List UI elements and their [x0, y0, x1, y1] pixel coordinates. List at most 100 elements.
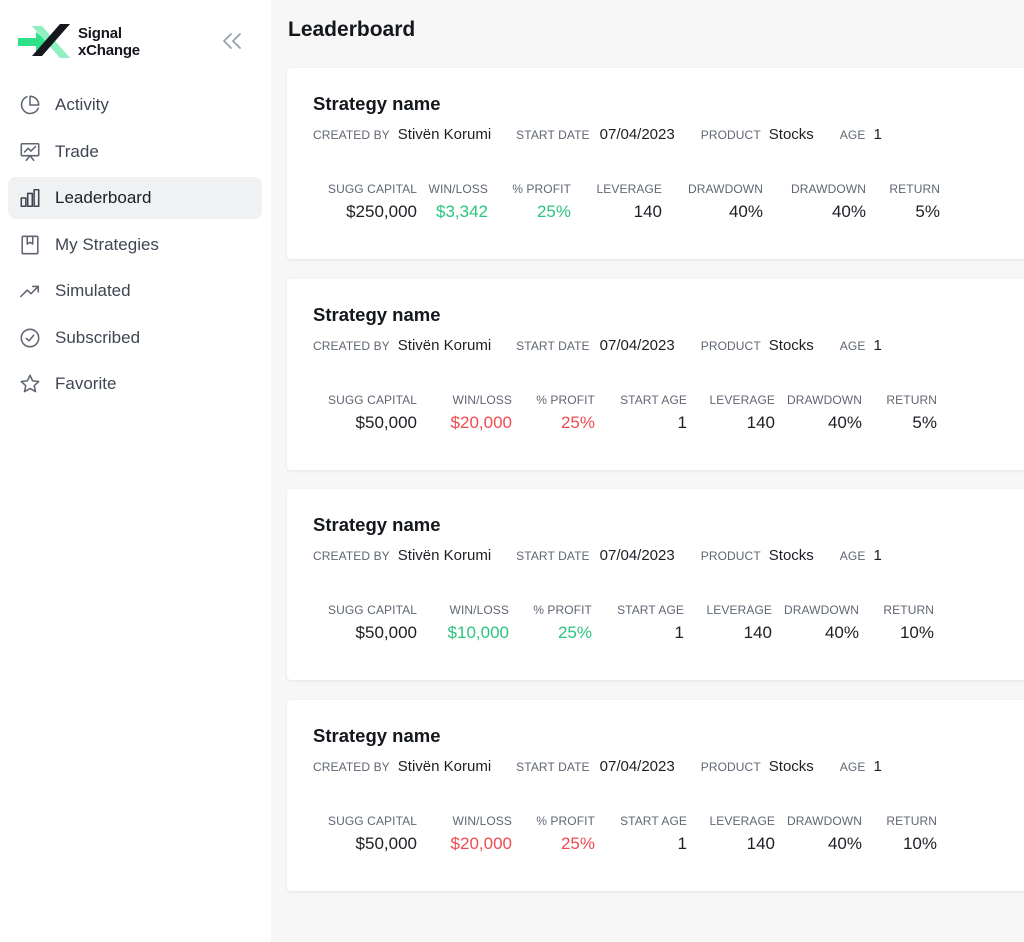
stat-return: RETURN 5% — [886, 393, 937, 433]
stat-label: DRAWDOWN — [790, 182, 866, 196]
stat-start-age: START AGE 1 — [617, 603, 684, 643]
created-by-label: CREATED BY — [313, 128, 390, 142]
star-icon — [18, 372, 42, 396]
stat-profit: % PROFIT 25% — [512, 182, 571, 222]
bookmark-book-icon — [18, 233, 42, 257]
start-date-value: 07/04/2023 — [599, 757, 675, 775]
stat-profit: % PROFIT 25% — [536, 814, 595, 854]
strategy-stats: SUGG CAPITAL $50,000 WIN/LOSS $10,000 % … — [287, 603, 1024, 663]
start-date-label: START DATE — [516, 549, 590, 563]
strategy-card[interactable]: Strategy name CREATED BY Stivën Korumi S… — [287, 278, 1024, 470]
stat-value: 40% — [827, 833, 862, 853]
brand-logo[interactable]: Signal xChange — [16, 20, 140, 64]
stat-label: % PROFIT — [512, 182, 571, 196]
strategy-card[interactable]: Strategy name CREATED BY Stivën Korumi S… — [287, 699, 1024, 891]
stat-label: WIN/LOSS — [449, 603, 509, 617]
stat-value: 10% — [899, 623, 934, 642]
stat-label: LEVERAGE — [709, 813, 775, 828]
stat-label: WIN/LOSS — [428, 182, 488, 196]
start-date-label: START DATE — [516, 338, 590, 353]
stat-return: RETURN 5% — [889, 182, 940, 222]
stat-leverage: LEVERAGE 140 — [707, 603, 773, 643]
age-label: AGE — [839, 128, 866, 142]
created-by-value[interactable]: Stivën Korumi — [397, 336, 492, 354]
stat-label: DRAWDOWN — [687, 182, 763, 196]
sidebar-item-my-strategies[interactable]: My Strategies — [8, 224, 262, 266]
created-by-value[interactable]: Stivën Korumi — [397, 126, 492, 143]
strategy-card[interactable]: Strategy name CREATED BY Stivën Korumi S… — [287, 489, 1024, 680]
start-date-label: START DATE — [516, 759, 590, 774]
stat-value: 140 — [746, 412, 775, 432]
strategy-meta: CREATED BY Stivën Korumi START DATE 07/0… — [313, 547, 882, 564]
stat-label: % PROFIT — [536, 813, 595, 828]
strategy-name: Strategy name — [313, 303, 441, 325]
sidebar-item-label: Trade — [55, 141, 99, 161]
stat-win-loss: WIN/LOSS $10,000 — [448, 603, 509, 643]
product-label: PRODUCT — [700, 759, 761, 774]
stat-label: SUGG CAPITAL — [328, 182, 417, 196]
stat-label: WIN/LOSS — [452, 392, 512, 407]
stat-return: RETURN 10% — [886, 814, 937, 854]
age-value: 1 — [873, 336, 882, 354]
sidebar-item-subscribed[interactable]: Subscribed — [8, 317, 262, 359]
stat-start-age: START AGE 1 — [620, 814, 687, 854]
stat-value: 40% — [824, 623, 859, 642]
product-label: PRODUCT — [700, 128, 761, 142]
stat-value: $50,000 — [355, 412, 417, 432]
stat-value: 140 — [633, 202, 662, 221]
stat-drawdown: DRAWDOWN 40% — [791, 182, 866, 222]
created-by-value[interactable]: Stivën Korumi — [397, 757, 492, 775]
product-label: PRODUCT — [700, 338, 761, 353]
sidebar-item-label: Favorite — [55, 374, 117, 393]
stat-value: $50,000 — [355, 833, 417, 853]
sidebar-item-label: Leaderboard — [55, 188, 152, 207]
sidebar-item-simulated[interactable]: Simulated — [8, 270, 262, 312]
sidebar-item-activity[interactable]: Activity — [8, 84, 262, 126]
stat-label: SUGG CAPITAL — [328, 603, 417, 617]
stat-profit: % PROFIT 25% — [533, 603, 592, 643]
stat-value: 25% — [536, 202, 571, 221]
stat-value: 25% — [557, 623, 592, 642]
stat-value: 1 — [674, 623, 684, 642]
stat-label: DRAWDOWN — [783, 603, 859, 617]
stat-sugg-capital: SUGG CAPITAL $50,000 — [328, 393, 417, 433]
bar-chart-icon — [18, 186, 42, 210]
presentation-chart-icon — [18, 140, 42, 164]
strategy-stats: SUGG CAPITAL $250,000 WIN/LOSS $3,342 % … — [287, 182, 1024, 242]
stat-label: START AGE — [617, 603, 684, 617]
stat-value: 40% — [827, 412, 862, 432]
strategy-card[interactable]: Strategy name CREATED BY Stivën Korumi S… — [287, 68, 1024, 259]
product-value: Stocks — [768, 126, 814, 143]
strategy-name: Strategy name — [313, 514, 441, 535]
collapse-sidebar-button[interactable] — [219, 30, 245, 56]
stat-drawdown: DRAWDOWN 40% — [787, 393, 862, 433]
age-label: AGE — [839, 549, 866, 563]
stat-value: 140 — [743, 623, 772, 642]
page-title: Leaderboard — [288, 18, 416, 41]
stat-value: 5% — [912, 412, 937, 432]
product-value: Stocks — [768, 757, 814, 775]
sidebar-item-leaderboard[interactable]: Leaderboard — [8, 177, 262, 219]
stat-label: WIN/LOSS — [452, 813, 512, 828]
brand-name: Signal xChange — [78, 25, 140, 59]
stat-sugg-capital: SUGG CAPITAL $50,000 — [328, 603, 417, 643]
stat-label: SUGG CAPITAL — [328, 392, 417, 407]
sidebar: Signal xChange Activity — [0, 0, 271, 942]
age-value: 1 — [873, 757, 882, 775]
brand-name-line1: Signal — [78, 25, 122, 42]
stat-value: 25% — [560, 412, 595, 432]
check-circle-icon — [18, 326, 42, 350]
strategy-stats: SUGG CAPITAL $50,000 WIN/LOSS $20,000 % … — [287, 814, 1024, 874]
sidebar-item-label: My Strategies — [55, 234, 159, 254]
stat-value: 1 — [677, 833, 687, 853]
stat-value: 25% — [560, 833, 595, 853]
stat-leverage: LEVERAGE 140 — [710, 393, 776, 433]
sidebar-nav: Activity Trade Leaderboard — [8, 84, 262, 410]
stat-label: DRAWDOWN — [786, 392, 862, 407]
stat-start-age: START AGE 1 — [620, 393, 687, 433]
created-by-value[interactable]: Stivën Korumi — [397, 547, 492, 564]
stat-leverage: LEVERAGE 140 — [710, 814, 776, 854]
sidebar-item-trade[interactable]: Trade — [8, 131, 262, 173]
sidebar-item-favorite[interactable]: Favorite — [8, 363, 262, 405]
stat-value: 140 — [746, 833, 775, 853]
